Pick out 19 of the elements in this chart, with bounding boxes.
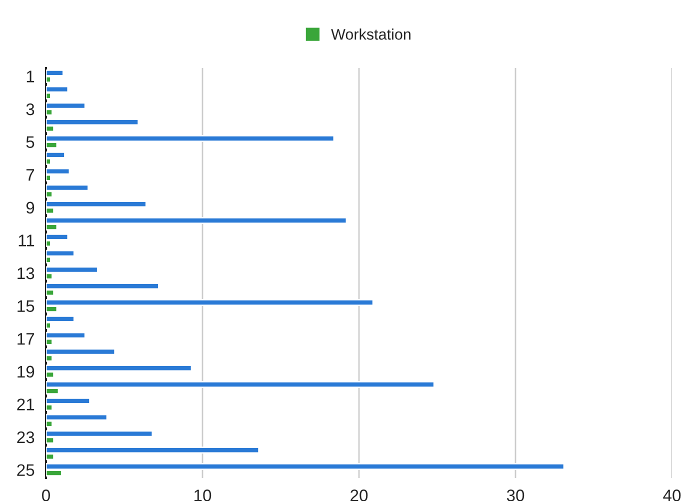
y-tick-label: 9 bbox=[26, 202, 34, 214]
y-tick-label: 23 bbox=[17, 431, 34, 444]
y-tick-label: 7 bbox=[26, 169, 34, 181]
y-tick-label: 1 bbox=[26, 70, 34, 82]
y-tick-label: 19 bbox=[18, 366, 34, 378]
x-tick-label: 0 bbox=[42, 490, 50, 501]
y-tick-label: 3 bbox=[26, 103, 34, 116]
x-tick-label: 10 bbox=[194, 490, 212, 501]
y-tick-label: 25 bbox=[17, 464, 34, 476]
y-tick-label: 13 bbox=[18, 267, 34, 280]
y-tick-label: 15 bbox=[18, 300, 34, 312]
legend-label: Workstation bbox=[331, 28, 410, 40]
y-tick-label: 5 bbox=[26, 136, 34, 148]
x-tick-label: 40 bbox=[663, 490, 681, 501]
y-tick-label: 11 bbox=[18, 234, 34, 246]
x-tick-label: 20 bbox=[350, 490, 368, 501]
x-tick-label: 30 bbox=[506, 490, 524, 501]
y-tick-label: 21 bbox=[17, 398, 34, 410]
y-tick-label: 17 bbox=[18, 333, 34, 345]
